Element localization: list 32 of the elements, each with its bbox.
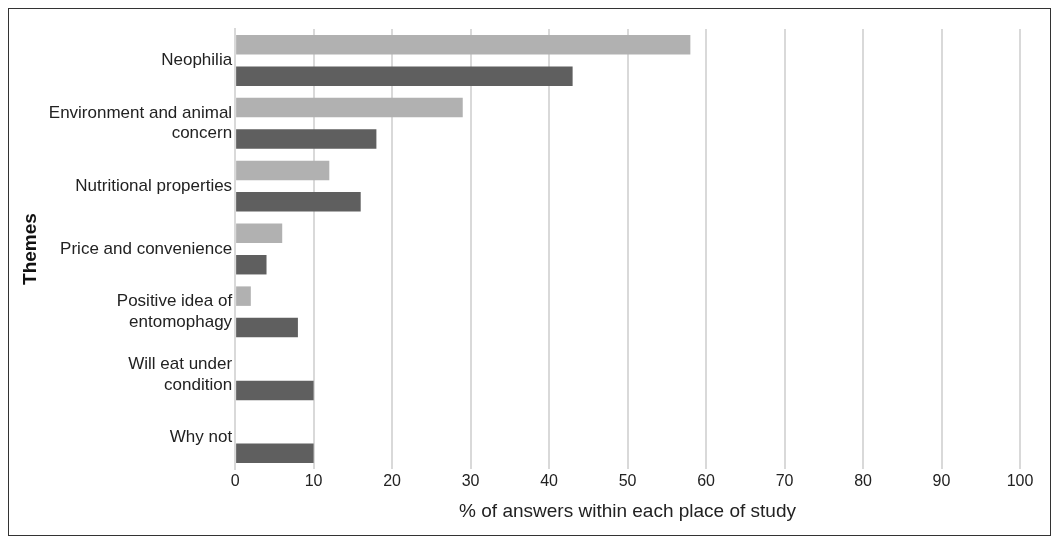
- x-axis-title: % of answers within each place of study: [459, 499, 797, 521]
- y-tick-label: Price and convenience: [60, 238, 233, 258]
- x-tick-label: 100: [1006, 472, 1034, 490]
- x-tick-label: 90: [932, 472, 951, 490]
- bar: [236, 223, 283, 244]
- x-tick-label: 30: [461, 472, 480, 490]
- bar: [236, 129, 377, 149]
- bar: [236, 254, 267, 275]
- y-tick-label: Environment and animal concern: [48, 102, 233, 143]
- y-axis-title: Themes: [18, 213, 40, 285]
- y-tick-label: Neophilia: [161, 50, 233, 70]
- y-tick-label: Nutritional properties: [75, 175, 233, 195]
- bar: [236, 286, 251, 306]
- bar: [236, 443, 314, 464]
- bar: [236, 160, 330, 181]
- bar: [236, 192, 361, 212]
- bar: [236, 34, 691, 55]
- bar: [236, 317, 298, 338]
- bar: [236, 97, 463, 118]
- bar: [236, 66, 573, 86]
- x-tick-label: 60: [697, 472, 716, 490]
- bar: [236, 380, 314, 401]
- x-tick-label: 80: [854, 472, 873, 490]
- x-tick-label: 20: [383, 472, 402, 490]
- x-tick-label: 10: [304, 472, 323, 490]
- x-tick-label: 70: [775, 472, 794, 490]
- x-tick-label: 0: [230, 472, 240, 490]
- y-tick-label: Why not: [169, 427, 233, 447]
- x-tick-label: 40: [540, 472, 559, 490]
- y-tick-label: Positive idea of entomophagy: [116, 291, 233, 331]
- y-tick-label: Will eat under condition: [128, 354, 233, 394]
- x-tick-label: 50: [618, 472, 637, 490]
